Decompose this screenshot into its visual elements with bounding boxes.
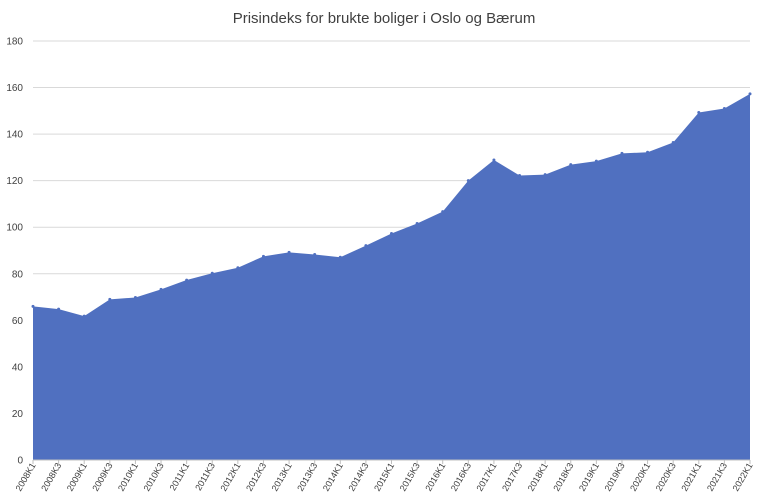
y-tick-label: 20 bbox=[12, 409, 24, 420]
data-point bbox=[543, 173, 547, 177]
data-point bbox=[338, 255, 342, 259]
data-point bbox=[210, 271, 214, 275]
y-tick-label: 100 bbox=[6, 223, 23, 234]
x-tick-label: 2012K1 bbox=[218, 461, 242, 493]
y-axis-ticks: 0 20 40 60 80 100 120 140 160 180 bbox=[6, 37, 23, 467]
x-tick-label: 2015K3 bbox=[398, 461, 422, 493]
x-tick-label: 2011K3 bbox=[193, 461, 217, 492]
data-point bbox=[466, 179, 470, 183]
x-tick-label: 2022K1 bbox=[731, 461, 755, 493]
x-tick-label: 2018K3 bbox=[551, 461, 575, 493]
x-tick-label: 2014K1 bbox=[321, 461, 345, 493]
data-point bbox=[313, 252, 317, 256]
data-point bbox=[31, 304, 35, 308]
x-tick-label: 2016K3 bbox=[449, 461, 473, 493]
x-tick-label: 2009K3 bbox=[90, 461, 114, 493]
chart-title: Prisindeks for brukte boliger i Oslo og … bbox=[233, 10, 536, 27]
y-tick-label: 120 bbox=[6, 176, 23, 187]
y-tick-label: 40 bbox=[12, 362, 24, 373]
x-tick-label: 2008K3 bbox=[39, 461, 63, 493]
x-tick-label: 2016K1 bbox=[423, 461, 447, 493]
x-tick-label: 2017K3 bbox=[500, 461, 524, 493]
x-tick-label: 2013K1 bbox=[270, 461, 294, 493]
y-tick-label: 60 bbox=[12, 316, 24, 327]
data-point bbox=[133, 296, 137, 300]
y-tick-label: 160 bbox=[6, 83, 23, 94]
data-point bbox=[57, 307, 61, 311]
data-point bbox=[82, 314, 86, 318]
x-tick-label: 2017K1 bbox=[474, 461, 498, 493]
x-tick-label: 2019K3 bbox=[603, 461, 627, 493]
x-tick-label: 2012K3 bbox=[244, 461, 268, 493]
data-point bbox=[722, 107, 726, 111]
data-point bbox=[261, 254, 265, 258]
data-point bbox=[492, 158, 496, 162]
x-tick-label: 2019K1 bbox=[577, 461, 601, 493]
data-point bbox=[159, 287, 163, 291]
x-tick-label: 2010K1 bbox=[116, 461, 140, 493]
x-tick-label: 2020K1 bbox=[628, 461, 652, 493]
x-tick-label: 2009K1 bbox=[65, 461, 89, 493]
data-point bbox=[569, 163, 573, 167]
data-point bbox=[518, 174, 522, 178]
y-tick-label: 0 bbox=[17, 456, 23, 467]
x-tick-label: 2014K3 bbox=[346, 461, 370, 493]
x-tick-label: 2018K1 bbox=[526, 461, 550, 493]
area-series bbox=[33, 93, 750, 460]
data-point bbox=[390, 232, 393, 236]
data-point bbox=[646, 150, 650, 154]
data-point bbox=[748, 92, 752, 96]
x-tick-label: 2020K3 bbox=[654, 461, 678, 493]
x-tick-label: 2010K3 bbox=[142, 461, 166, 493]
x-tick-label: 2013K3 bbox=[295, 461, 319, 493]
data-point bbox=[236, 266, 240, 270]
data-point bbox=[594, 159, 598, 163]
y-tick-label: 80 bbox=[12, 269, 24, 280]
data-point bbox=[697, 110, 701, 114]
data-point bbox=[671, 140, 675, 144]
x-tick-label: 2021K3 bbox=[705, 461, 729, 493]
data-point bbox=[620, 151, 624, 155]
data-point bbox=[108, 297, 112, 301]
x-axis-ticks: 2008K1 2008K3 2009K1 2009K3 2010K1 2010K3 2011… bbox=[14, 460, 755, 493]
x-tick-label: 2015K1 bbox=[372, 461, 396, 493]
data-point bbox=[364, 244, 368, 248]
data-point bbox=[287, 250, 291, 254]
data-point bbox=[441, 210, 445, 214]
x-tick-label: 2021K1 bbox=[679, 461, 703, 493]
data-point bbox=[415, 221, 419, 225]
data-point bbox=[185, 278, 189, 282]
x-tick-label: 2011K1 bbox=[168, 461, 192, 492]
y-tick-label: 180 bbox=[6, 37, 23, 48]
plot-area bbox=[31, 92, 752, 460]
y-tick-label: 140 bbox=[6, 130, 23, 141]
